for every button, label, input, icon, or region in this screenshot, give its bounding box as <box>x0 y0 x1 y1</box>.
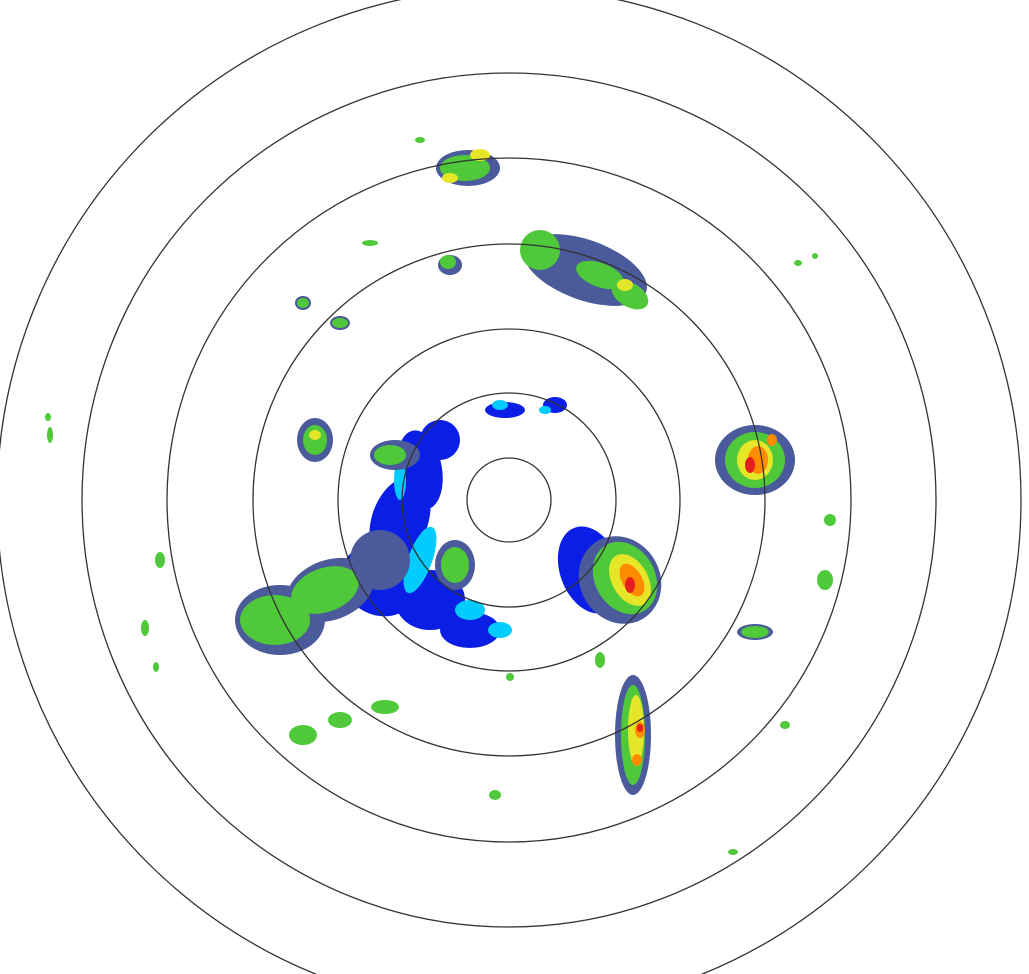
echo-cell <box>576 260 624 290</box>
echo-cell <box>617 279 633 291</box>
echo-cell <box>506 673 514 681</box>
echo-cell <box>794 260 802 266</box>
echo-cell <box>595 652 605 668</box>
echo-cell <box>728 849 738 855</box>
echo-cell <box>415 137 425 143</box>
echo-cell <box>632 754 642 766</box>
echo-cell <box>45 413 51 421</box>
echo-cell <box>741 626 769 638</box>
echo-cell <box>539 406 551 414</box>
echo-cell <box>141 620 149 636</box>
echo-cell <box>824 514 836 526</box>
echo-cell <box>455 600 485 620</box>
echo-cell <box>332 318 348 328</box>
echo-cell <box>420 420 460 460</box>
echo-cell <box>289 725 317 745</box>
echo-cell <box>442 173 458 183</box>
echo-cell <box>780 721 790 729</box>
precipitation-echoes <box>45 137 836 855</box>
echo-cell <box>470 149 490 161</box>
echo-cell <box>637 724 643 732</box>
echo-cell <box>520 230 560 270</box>
echo-cell <box>47 427 53 443</box>
echo-cell <box>625 577 635 593</box>
echo-cell <box>767 434 777 446</box>
echo-cell <box>309 430 321 440</box>
echo-cell <box>489 790 501 800</box>
echo-cell <box>488 622 512 638</box>
range-ring <box>81 72 937 928</box>
echo-cell <box>745 457 755 473</box>
range-ring <box>166 157 852 843</box>
echo-cell <box>440 255 456 269</box>
echo-cell <box>350 530 410 590</box>
echo-cell <box>817 570 833 590</box>
range-ring <box>401 392 617 608</box>
echo-cell <box>328 712 352 728</box>
echo-cell <box>440 612 500 648</box>
range-ring <box>252 243 766 757</box>
range-ring <box>337 328 681 672</box>
echo-cell <box>371 700 399 714</box>
echo-cell <box>291 566 359 614</box>
echo-cell <box>441 547 469 583</box>
echo-cell <box>812 253 818 259</box>
echo-cell <box>492 400 508 410</box>
echo-cell <box>155 552 165 568</box>
range-ring <box>466 457 552 543</box>
echo-cell <box>240 595 310 645</box>
echo-cell <box>374 445 406 465</box>
echo-cell <box>297 298 309 308</box>
echo-cell <box>362 240 378 246</box>
echo-cell <box>153 662 159 672</box>
